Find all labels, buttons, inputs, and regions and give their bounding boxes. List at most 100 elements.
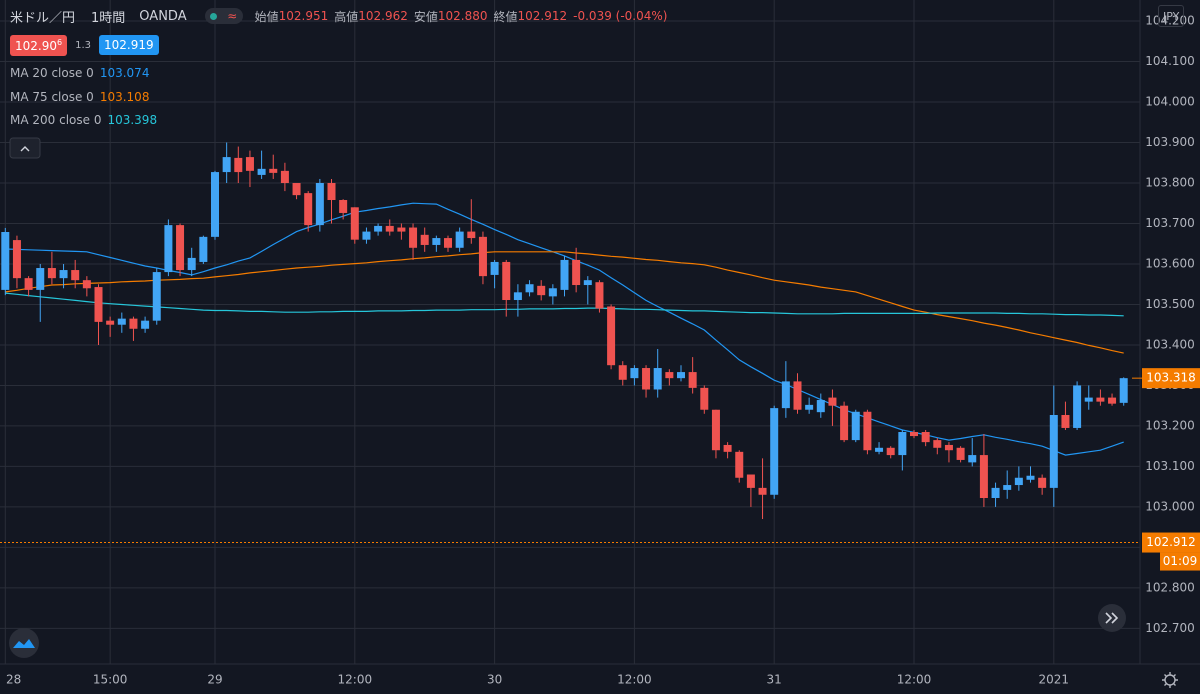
x-tick-label: 31 <box>767 673 782 687</box>
candle-body <box>630 368 639 379</box>
candle-body <box>1119 378 1128 403</box>
settings-icon[interactable] <box>1162 672 1178 688</box>
candle-body <box>513 292 522 301</box>
open-label: 始値 <box>254 9 279 24</box>
candle-body <box>1026 475 1035 480</box>
candle-body <box>444 238 452 248</box>
candle-body <box>933 440 942 448</box>
y-tick-label: 103.200 <box>1145 418 1195 432</box>
x-tick-label: 29 <box>207 673 222 687</box>
price-label-box <box>1142 532 1200 553</box>
y-tick-label: 103.100 <box>1145 459 1195 473</box>
candle-body <box>642 368 651 390</box>
candle-body <box>234 157 243 173</box>
candle-body <box>723 444 732 452</box>
high-label: 高値 <box>334 9 359 24</box>
candle-body <box>770 408 779 495</box>
candle-body <box>222 157 231 173</box>
candle-body <box>502 261 511 301</box>
y-tick-label: 102.700 <box>1145 621 1195 635</box>
candle-body <box>385 225 394 232</box>
high-value: 102.962 <box>358 9 408 23</box>
y-tick-label: 103.600 <box>1145 256 1195 270</box>
y-tick-label: 103.900 <box>1145 135 1195 149</box>
y-tick-label: 103.400 <box>1145 337 1195 351</box>
candle-body <box>59 270 68 279</box>
legend-row: MA 200 close 0 103.398 <box>10 113 157 127</box>
candle-body <box>339 200 348 213</box>
status-pill[interactable]: ≈ <box>204 8 243 24</box>
candle-body <box>432 238 441 245</box>
y-tick-label: 103.700 <box>1145 216 1195 230</box>
candle-body <box>944 444 953 451</box>
candle-body <box>292 183 301 196</box>
candle-body <box>979 455 988 498</box>
candle-body <box>152 272 161 321</box>
candle-body <box>956 447 965 460</box>
candle-body <box>607 306 616 366</box>
candle-body <box>106 320 115 325</box>
legend-value: 103.108 <box>99 89 150 104</box>
collapse-button[interactable] <box>9 137 41 159</box>
candle-body <box>47 268 56 279</box>
candle-body <box>781 381 790 409</box>
x-tick-label: 30 <box>487 673 502 687</box>
quote-bar: 102.906 1.3 102.919 <box>10 33 159 57</box>
y-tick-label: 102.800 <box>1145 580 1195 594</box>
candle-body <box>921 432 930 443</box>
currency[interactable]: JPY <box>1158 5 1185 27</box>
candle-body <box>1073 385 1082 428</box>
candle-body <box>886 447 895 456</box>
candle-body <box>1014 477 1023 486</box>
axis-labels: 102.700102.800102.900103.000103.100103.2… <box>0 14 1200 687</box>
candle-body <box>164 225 173 273</box>
low-label: 安値 <box>413 9 438 24</box>
candle-body <box>455 231 464 248</box>
x-tick-label: 15:00 <box>93 673 128 687</box>
candle-body <box>94 287 103 322</box>
spread: 1.3 <box>75 39 91 51</box>
candle-body <box>851 411 860 441</box>
candle-body <box>478 236 487 277</box>
candle-body <box>735 451 744 478</box>
x-tick-label: 2021 <box>1039 673 1070 687</box>
candle-body <box>24 278 33 290</box>
candle-body <box>665 372 674 379</box>
candle-body <box>490 261 499 275</box>
candle-body <box>409 227 418 248</box>
y-tick-label: 103.500 <box>1145 297 1195 311</box>
candle-body <box>12 240 21 279</box>
candle-body <box>991 487 1000 498</box>
candle-body <box>595 282 604 309</box>
change: -0.039 (-0.04%) <box>573 9 668 23</box>
candle-body <box>1 231 10 290</box>
ma-line <box>5 292 1124 317</box>
candle-body <box>187 257 196 271</box>
bid-button[interactable]: 102.906 <box>10 34 68 56</box>
candle-body <box>560 259 569 290</box>
candle-body <box>280 170 289 184</box>
candle-body <box>816 400 825 413</box>
candle-body <box>525 284 534 293</box>
logo[interactable] <box>9 628 39 658</box>
candle-body <box>677 372 685 379</box>
scroll-button[interactable] <box>1098 604 1126 632</box>
candle-body <box>700 387 709 410</box>
candle-body <box>211 172 219 237</box>
open-value: 102.951 <box>278 9 329 23</box>
header: 米ドル／円 1時間 OANDA ≈ 始値 102.951 高値 102.962 安値… <box>10 6 673 26</box>
close-label: 終値 <box>493 9 518 24</box>
candle-body <box>863 411 872 451</box>
bid: 102.90 <box>15 38 57 53</box>
candle-body <box>572 259 581 286</box>
ask-button[interactable]: 102.919 <box>99 35 159 55</box>
y-tick-label: 103.000 <box>1145 499 1195 513</box>
candle-body <box>618 365 627 380</box>
candle-body <box>36 268 45 290</box>
candle-body <box>898 432 907 456</box>
candle-body <box>362 231 371 240</box>
candle-body <box>711 409 720 451</box>
candle-body <box>746 474 755 488</box>
